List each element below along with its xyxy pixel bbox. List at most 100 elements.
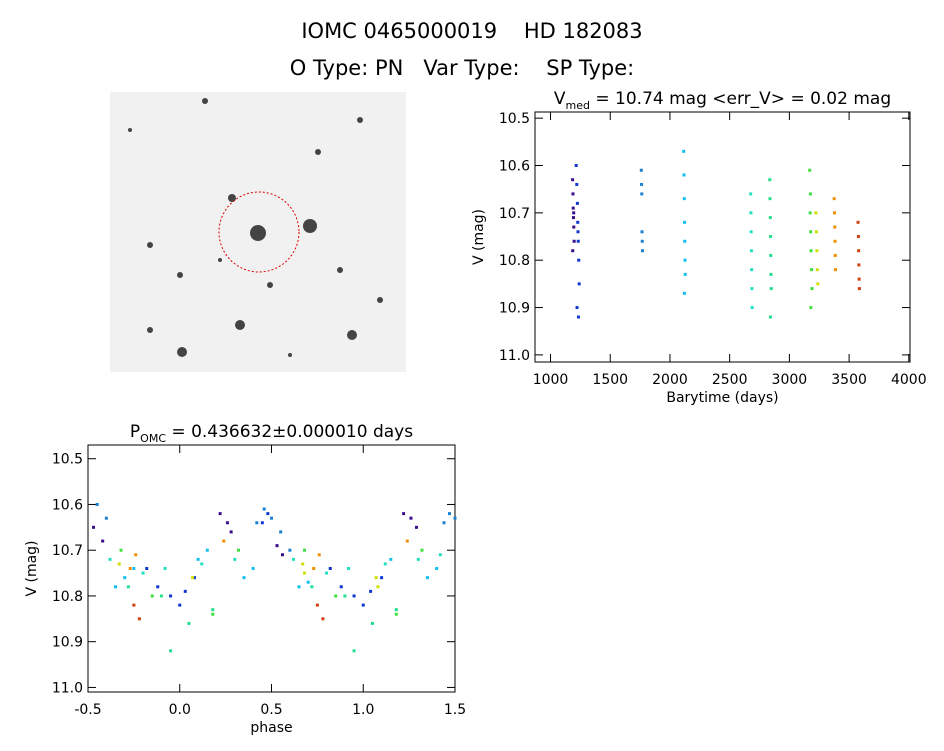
data-point <box>683 272 687 276</box>
data-point <box>137 617 141 621</box>
data-point <box>683 258 687 262</box>
data-point <box>571 216 575 220</box>
data-point <box>435 567 439 570</box>
data-point <box>810 287 814 291</box>
data-point <box>328 567 332 570</box>
x-tick-label: 4000 <box>891 372 927 388</box>
plot-frame <box>87 444 456 693</box>
page-subtitle: O Type: PN Var Type: SP Type: <box>290 56 635 80</box>
data-point <box>420 548 424 552</box>
data-point <box>191 576 195 580</box>
data-point <box>301 562 305 566</box>
data-point <box>145 567 149 570</box>
x-axis-label: Barytime (days) <box>666 390 778 406</box>
x-tick-label: 1000 <box>533 372 569 388</box>
data-point <box>425 576 429 580</box>
data-point <box>683 220 687 224</box>
data-point <box>833 225 837 229</box>
data-point <box>809 306 813 310</box>
data-point <box>576 239 580 243</box>
data-point <box>132 567 136 570</box>
data-point <box>857 277 861 281</box>
data-point <box>95 502 99 506</box>
data-point <box>769 272 773 276</box>
data-point <box>310 585 314 589</box>
data-point <box>682 149 686 153</box>
data-point <box>576 315 580 319</box>
data-point <box>211 612 215 616</box>
data-point <box>334 594 338 598</box>
data-point <box>229 530 233 534</box>
data-point <box>119 548 123 552</box>
data-point <box>808 211 812 215</box>
data-point <box>117 562 121 566</box>
x-tick-label: 2500 <box>712 372 748 388</box>
data-point <box>438 553 442 557</box>
data-point <box>447 512 451 516</box>
data-point <box>380 576 384 580</box>
data-point <box>236 548 240 552</box>
x-axis-label: phase <box>250 720 292 736</box>
data-point <box>370 621 374 625</box>
chart-title: Vmed = 10.74 mag <err_V> = 0.02 mag <box>554 89 891 112</box>
data-point <box>325 571 329 575</box>
x-tick-label: 1.0 <box>352 702 374 718</box>
data-point <box>808 168 812 172</box>
x-tick-label: 0.5 <box>260 702 282 718</box>
data-point <box>640 249 644 253</box>
data-point <box>352 594 356 598</box>
data-point <box>682 173 686 177</box>
y-tick-label: 10.9 <box>52 635 83 651</box>
data-point <box>576 230 580 234</box>
data-point <box>833 211 837 215</box>
data-point <box>222 539 226 543</box>
y-tick-label: 11.0 <box>499 348 530 364</box>
data-point <box>141 571 145 575</box>
data-point <box>572 211 576 215</box>
x-tick-label: 2000 <box>652 372 688 388</box>
data-point <box>749 192 753 196</box>
data-point <box>577 282 581 286</box>
data-point <box>769 253 773 257</box>
data-point <box>205 548 209 552</box>
data-point <box>640 230 644 234</box>
data-point <box>196 557 200 561</box>
data-point <box>639 168 643 172</box>
data-point <box>251 567 255 570</box>
data-point <box>768 178 772 182</box>
data-point <box>769 235 773 239</box>
data-point <box>279 530 283 534</box>
data-point <box>768 197 772 201</box>
data-point <box>200 562 204 566</box>
data-point <box>810 268 814 272</box>
data-point <box>123 576 127 580</box>
data-point <box>857 263 861 267</box>
data-point <box>571 178 575 182</box>
data-point <box>768 216 772 220</box>
title-main: V <box>554 89 566 109</box>
data-point <box>414 525 418 529</box>
y-tick-label: 10.8 <box>52 589 83 605</box>
x-tick-label: 1.5 <box>444 702 466 718</box>
title-rest: = 0.436632±0.000010 days <box>166 422 413 442</box>
data-point <box>571 192 575 196</box>
data-point <box>270 516 273 520</box>
title-main: P <box>130 422 140 442</box>
y-tick-label: 10.7 <box>499 206 530 222</box>
data-point <box>453 516 457 520</box>
y-tick-label: 10.5 <box>499 111 530 127</box>
data-point <box>815 249 819 253</box>
data-point <box>347 567 351 570</box>
y-axis-label: V (mag) <box>24 540 40 596</box>
data-point <box>343 594 347 598</box>
y-tick-label: 10.7 <box>52 543 83 559</box>
y-tick-label: 10.6 <box>52 497 83 513</box>
page-title: IOMC 0465000019 HD 182083 <box>301 19 642 43</box>
data-point <box>833 253 837 257</box>
data-point <box>572 239 576 243</box>
x-tick-label: 1500 <box>592 372 628 388</box>
data-point <box>575 201 579 205</box>
y-tick-label: 10.8 <box>499 253 530 269</box>
data-point <box>394 608 398 612</box>
x-tick-label: 3000 <box>772 372 808 388</box>
